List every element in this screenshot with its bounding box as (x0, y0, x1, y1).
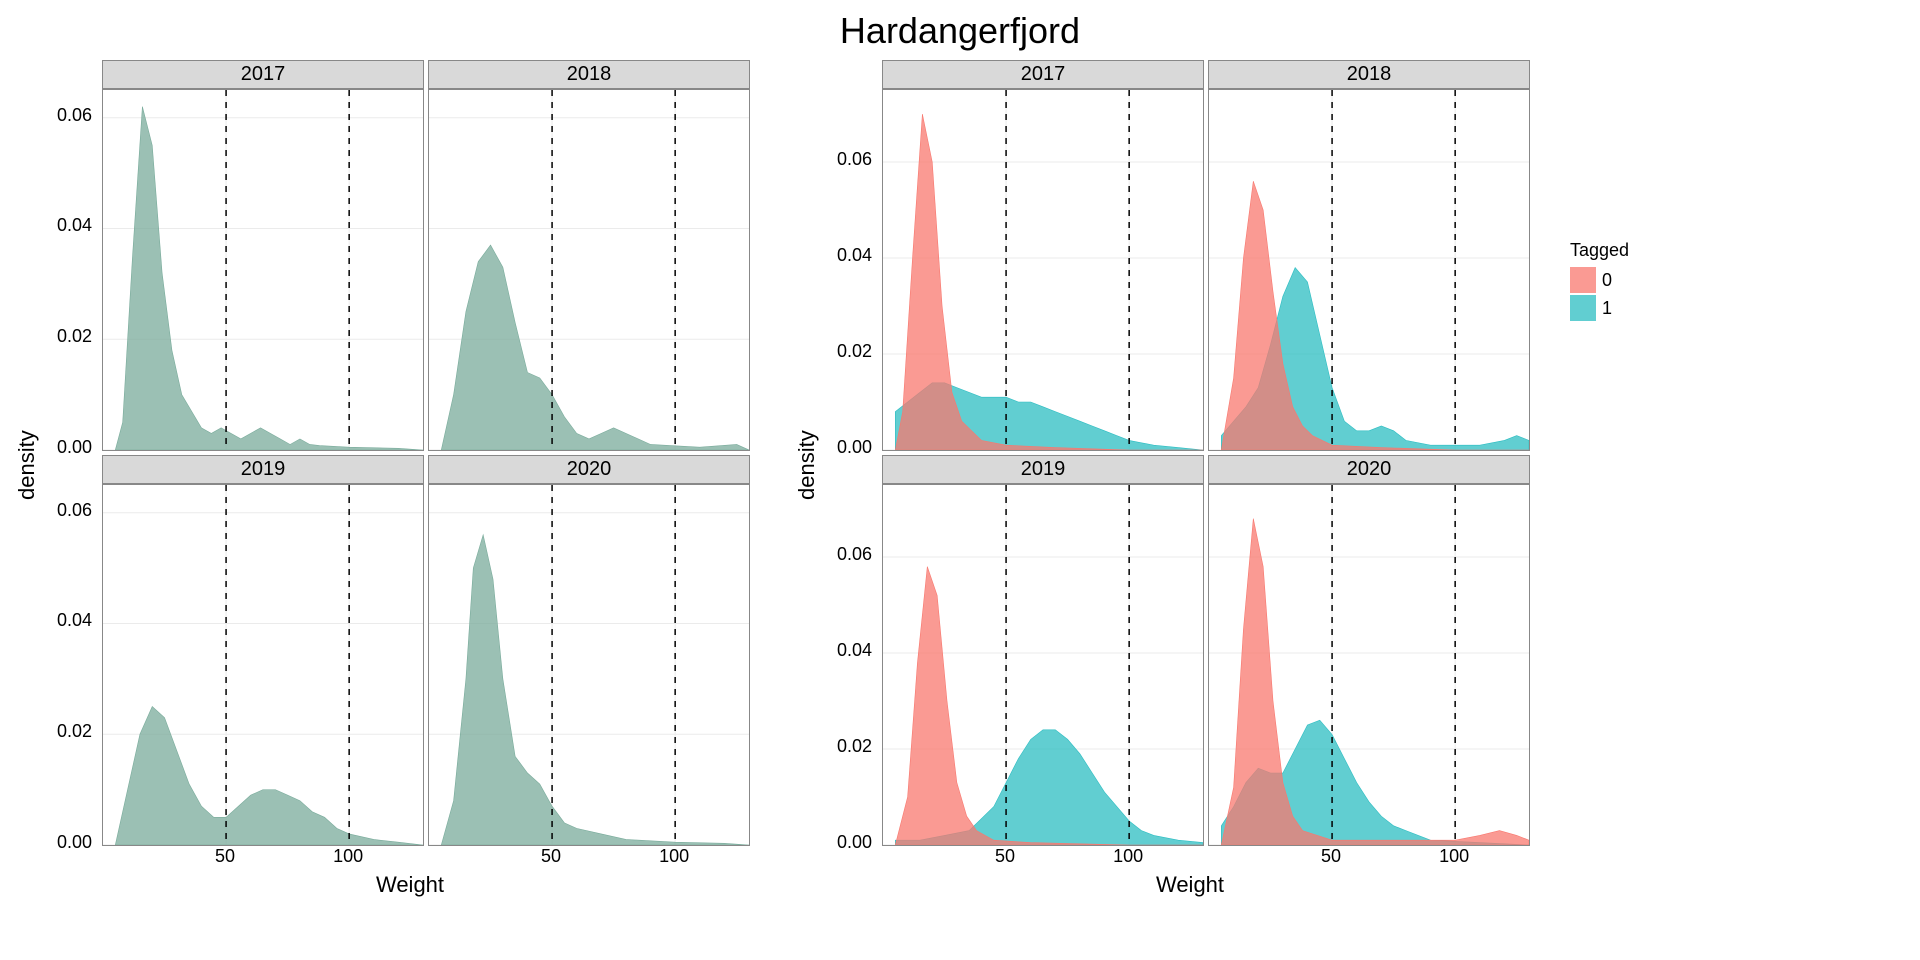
legend-swatch (1570, 295, 1596, 321)
facet-strip: 2017 (102, 60, 424, 89)
facet-2017: 2017 (102, 60, 424, 451)
facet-strip: 2019 (882, 455, 1204, 484)
y-axis-label-left: density (10, 265, 44, 665)
facet-2019: 2019 50 100 (102, 455, 424, 870)
density-panel (1208, 89, 1530, 451)
y-tick-label: 0.06 (57, 105, 92, 126)
legend-label: 0 (1602, 270, 1612, 291)
facet-2020: 2020 50 100 (428, 455, 750, 870)
legend-item: 1 (1570, 295, 1629, 321)
density-panel (428, 484, 750, 846)
x-tick-label: 100 (659, 846, 689, 867)
legend-title: Tagged (1570, 240, 1629, 261)
y-tick-label: 0.06 (837, 149, 872, 170)
facet-2019: 2019 50 100 (882, 455, 1204, 870)
facet-2020: 2020 50 100 (1208, 455, 1530, 870)
x-axis-label-left: Weight (70, 872, 750, 898)
x-tick-label: 50 (995, 846, 1015, 867)
x-tick-label: 100 (1113, 846, 1143, 867)
x-tick-label: 50 (215, 846, 235, 867)
facet-strip: 2020 (1208, 455, 1530, 484)
legend-label: 1 (1602, 298, 1612, 319)
y-tick-label: 0.06 (837, 544, 872, 565)
density-panel (882, 484, 1204, 846)
density-panel (428, 89, 750, 451)
legend-item: 0 (1570, 267, 1629, 293)
x-tick-label: 100 (1439, 846, 1469, 867)
y-tick-label: 0.02 (57, 326, 92, 347)
left-plot-group: density 0.000.020.040.06201720180.000.02… (10, 60, 750, 898)
y-axis-label-right: density (790, 265, 824, 665)
facet-2017: 2017 (882, 60, 1204, 451)
y-tick-label: 0.04 (57, 215, 92, 236)
facet-2018: 2018 (428, 60, 750, 451)
x-tick-label: 50 (1321, 846, 1341, 867)
y-tick-label: 0.04 (837, 640, 872, 661)
x-axis-label-right: Weight (850, 872, 1530, 898)
x-tick-label: 50 (541, 846, 561, 867)
density-panel (1208, 484, 1530, 846)
facet-strip: 2017 (882, 60, 1204, 89)
chart-title: Hardangerfjord (10, 10, 1910, 52)
y-tick-label: 0.04 (57, 610, 92, 631)
legend: Tagged 0 1 (1570, 240, 1629, 323)
chart-row: density 0.000.020.040.06201720180.000.02… (10, 60, 1910, 898)
y-tick-label: 0.00 (837, 832, 872, 853)
x-tick-label: 100 (333, 846, 363, 867)
facet-strip: 2019 (102, 455, 424, 484)
right-plot-group: density 0.000.020.040.06201720180.000.02… (790, 60, 1530, 898)
y-tick-label: 0.02 (837, 341, 872, 362)
density-panel (102, 89, 424, 451)
facet-strip: 2018 (1208, 60, 1530, 89)
facet-strip: 2018 (428, 60, 750, 89)
facet-2018: 2018 (1208, 60, 1530, 451)
density-panel (102, 484, 424, 846)
facet-strip: 2020 (428, 455, 750, 484)
y-tick-label: 0.02 (57, 721, 92, 742)
density-panel (882, 89, 1204, 451)
legend-swatch (1570, 267, 1596, 293)
y-tick-label: 0.04 (837, 245, 872, 266)
y-tick-label: 0.02 (837, 736, 872, 757)
y-tick-label: 0.00 (57, 832, 92, 853)
y-tick-label: 0.06 (57, 500, 92, 521)
